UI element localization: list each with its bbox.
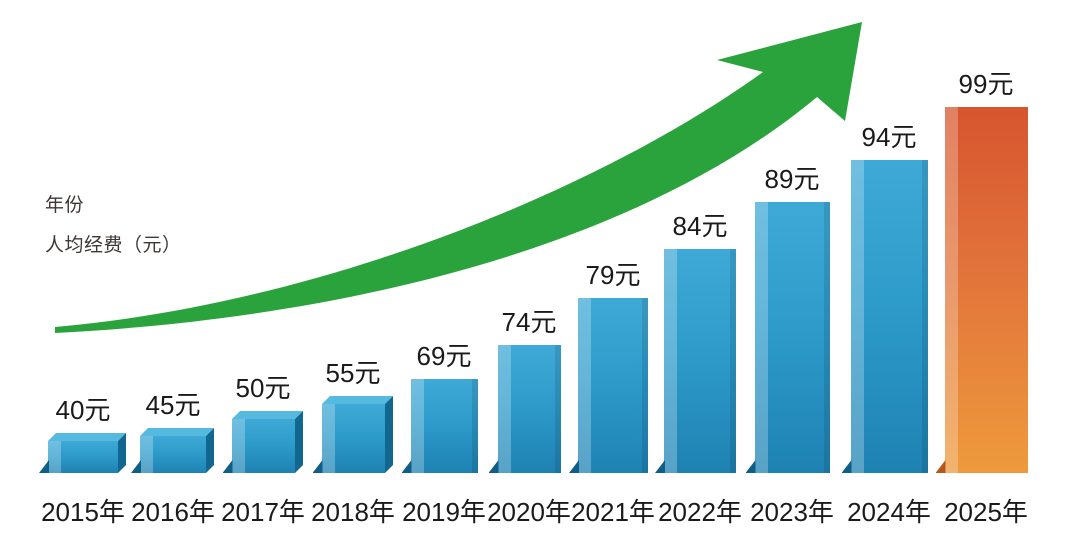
- bar-value-label-2024: 94元: [861, 122, 917, 152]
- bar-bottom-bevel: [745, 460, 756, 473]
- bar-front-face: [140, 436, 206, 473]
- x-axis-tick-label-2023: 2023年: [750, 497, 834, 527]
- bar-bottom-bevel: [222, 460, 233, 473]
- bar-bottom-bevel: [935, 460, 946, 473]
- bar-value-label-2017: 50元: [235, 373, 291, 403]
- bar-value-label-2022: 84元: [672, 211, 728, 241]
- bar-bottom-bevel: [569, 460, 579, 473]
- bar-2023: [745, 202, 830, 473]
- bar-front-face: [48, 441, 118, 473]
- x-axis-tick-label-2019: 2019年: [402, 497, 486, 527]
- bar-front-face: [410, 379, 478, 473]
- bar-2020: [488, 345, 561, 473]
- bar-top-face: [140, 428, 214, 436]
- bar-bottom-bevel: [841, 460, 852, 473]
- x-axis-tick-label-2022: 2022年: [658, 497, 742, 527]
- bar-bottom-bevel: [131, 460, 141, 473]
- bar-2022: [655, 249, 736, 473]
- bar-2024: [841, 160, 928, 473]
- bar-2015: [39, 433, 126, 473]
- axis-label-year: 年份: [45, 195, 85, 216]
- bar-front-face: [944, 107, 1028, 473]
- bar-bottom-bevel: [401, 460, 412, 473]
- bar-side-face: [384, 396, 393, 473]
- bar-value-label-2021: 79元: [585, 260, 641, 290]
- bar-2019: [401, 379, 478, 473]
- bar-2017: [222, 411, 303, 473]
- bar-bottom-bevel: [312, 460, 323, 473]
- bar-2021: [569, 298, 648, 473]
- x-axis-tick-label-2017: 2017年: [221, 497, 305, 527]
- bar-2018: [312, 396, 393, 473]
- axis-label-per-capita-expenditure: 人均经费（元）: [45, 235, 182, 256]
- bar-front-face: [664, 249, 736, 473]
- bar-front-face: [850, 160, 928, 473]
- bar-bottom-bevel: [39, 460, 49, 473]
- bar-top-face: [231, 411, 303, 419]
- bar-front-face: [754, 202, 830, 473]
- bar-side-face: [294, 411, 303, 473]
- bar-2016: [131, 428, 214, 473]
- x-axis-tick-label-2015: 2015年: [41, 497, 125, 527]
- bar-top-face: [48, 433, 126, 441]
- bar-value-label-2016: 45元: [145, 390, 201, 420]
- axis-annotations: 年份 人均经费（元）: [45, 196, 182, 276]
- bar-front-face: [578, 298, 648, 473]
- bar-bottom-bevel: [488, 460, 499, 473]
- bar-front-face: [231, 419, 295, 473]
- bar-value-label-2023: 89元: [764, 164, 820, 194]
- x-axis-tick-label-2024: 2024年: [847, 497, 931, 527]
- x-axis-tick-label-2016: 2016年: [131, 497, 215, 527]
- x-axis-tick-label-2025: 2025年: [944, 497, 1028, 527]
- bar-front-face: [497, 345, 561, 473]
- bar-value-label-2020: 74元: [501, 307, 557, 337]
- bar-front-face: [321, 404, 385, 473]
- x-axis-tick-label-2020: 2020年: [487, 497, 571, 527]
- bar-value-label-2019: 69元: [416, 341, 472, 371]
- x-axis-tick-label-2018: 2018年: [311, 497, 395, 527]
- x-axis-tick-label-2021: 2021年: [571, 497, 655, 527]
- bar-value-label-2025: 99元: [958, 69, 1014, 99]
- bar-top-face: [321, 396, 393, 404]
- bar-bottom-bevel: [655, 460, 665, 473]
- bar-2025: [935, 107, 1028, 473]
- bar-value-label-2015: 40元: [55, 395, 111, 425]
- bar-value-label-2018: 55元: [325, 358, 381, 388]
